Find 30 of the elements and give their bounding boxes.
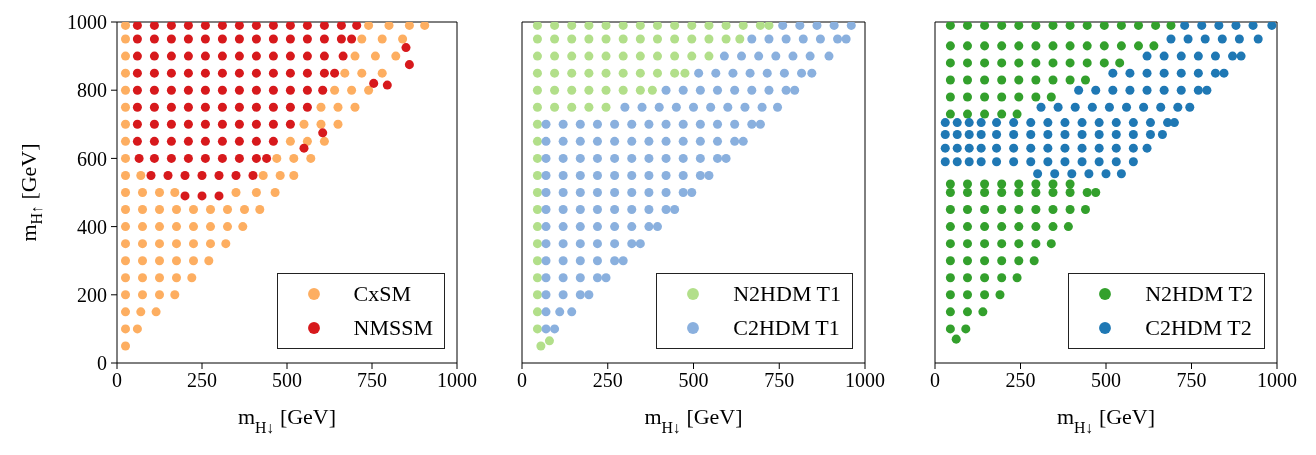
x-axis-title: m$_{H↓}$ [GeV]: [644, 404, 743, 436]
y-tick-label: 600: [77, 147, 107, 170]
x-tick-label: 0: [517, 369, 527, 392]
x-axis-title: m$_{H↓}$ [GeV]: [237, 404, 337, 436]
legend-label: N2HDM T2: [1145, 281, 1253, 306]
x-tick-label: 500: [678, 369, 709, 392]
x-tick-label: 0: [930, 369, 940, 392]
x-tick-label: 750: [1176, 369, 1207, 392]
x-tick-label: 250: [592, 369, 623, 392]
legend-label: C2HDM T2: [1145, 315, 1252, 340]
x-tick-label: 750: [764, 369, 795, 392]
x-tick-label: 250: [187, 369, 217, 392]
y-tick-label: 0: [97, 352, 107, 375]
legend-label: C2HDM T1: [733, 315, 840, 340]
x-tick-label: 500: [1091, 369, 1121, 392]
y-tick-label: 400: [77, 215, 107, 238]
x-axis-title: m$_{H↓}$ [GeV]: [1056, 404, 1156, 436]
x-tick-label: 500: [272, 369, 302, 392]
legend-label: N2HDM T1: [733, 281, 841, 306]
x-tick-label: 1000: [437, 369, 477, 392]
y-tick-label: 800: [77, 79, 107, 102]
x-tick-label: 1000: [1257, 369, 1297, 392]
x-tick-label: 250: [1005, 369, 1036, 392]
x-tick-label: 1000: [845, 369, 885, 392]
legend-label: CxSM: [353, 281, 411, 306]
x-tick-label: 0: [112, 369, 122, 392]
y-tick-label: 1000: [67, 11, 107, 34]
x-tick-label: 750: [357, 369, 387, 392]
y-tick-label: 200: [77, 283, 107, 306]
legend-label: NMSSM: [353, 315, 433, 340]
